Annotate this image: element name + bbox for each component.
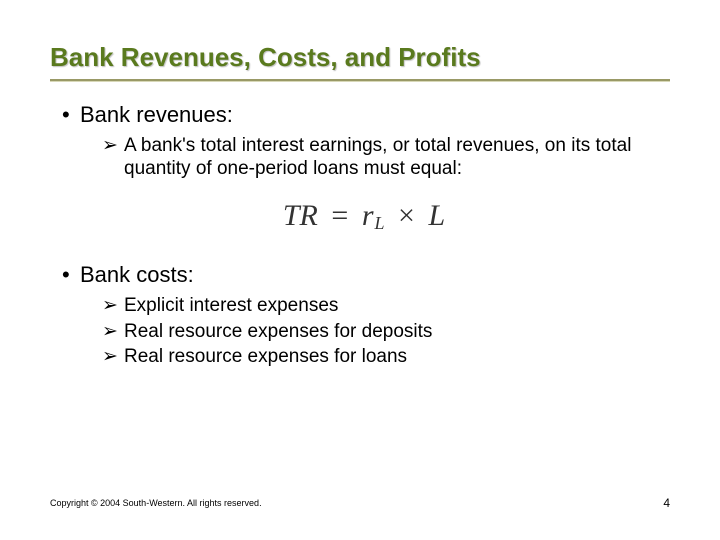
subbullet-costs-1: ➢ Explicit interest expenses <box>102 294 670 318</box>
subbullet-costs-3: ➢ Real resource expenses for loans <box>102 345 670 369</box>
eq-times: × <box>398 199 415 232</box>
arrow-icon: ➢ <box>102 320 118 344</box>
eq-lhs: TR <box>283 199 318 232</box>
content-area: •Bank revenues: ➢A bank's total interest… <box>50 100 670 369</box>
dot-icon: • <box>62 260 80 290</box>
eq-r: r <box>362 199 374 232</box>
slide: Bank Revenues, Costs, and Profits •Bank … <box>0 0 720 540</box>
arrow-icon: ➢ <box>102 294 118 318</box>
bullet-costs-text: Bank costs: <box>80 262 194 287</box>
equation-block: TR = rL × L <box>58 199 670 234</box>
eq-rhs: L <box>428 199 445 232</box>
page-number: 4 <box>663 496 670 510</box>
eq-equals: = <box>331 199 348 232</box>
copyright-footer: Copyright © 2004 South-Western. All righ… <box>50 498 262 508</box>
subbullet-revenues-def: ➢A bank's total interest earnings, or to… <box>102 134 670 182</box>
arrow-icon: ➢ <box>102 134 118 158</box>
subbullet-costs-1-text: Explicit interest expenses <box>124 295 338 316</box>
subbullet-revenues-def-text: A bank's total interest earnings, or tot… <box>124 135 631 180</box>
slide-title: Bank Revenues, Costs, and Profits <box>50 42 670 79</box>
subbullet-costs-2: ➢ Real resource expenses for deposits <box>102 320 670 344</box>
bullet-revenues-text: Bank revenues: <box>80 102 233 127</box>
eq-sub: L <box>375 213 385 233</box>
title-underline <box>50 79 670 82</box>
dot-icon: • <box>62 100 80 130</box>
equation: TR = rL × L <box>283 199 445 232</box>
bullet-costs: •Bank costs: <box>64 260 670 290</box>
arrow-icon: ➢ <box>102 345 118 369</box>
subbullet-costs-2-text: Real resource expenses for deposits <box>124 321 432 342</box>
subbullet-costs-3-text: Real resource expenses for loans <box>124 346 407 367</box>
bullet-revenues: •Bank revenues: <box>64 100 670 130</box>
